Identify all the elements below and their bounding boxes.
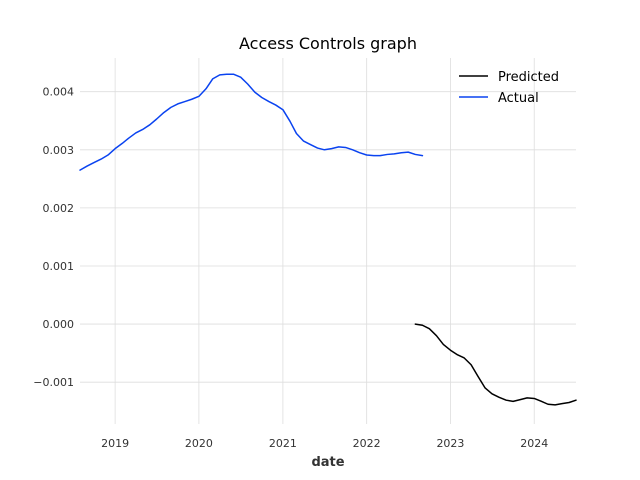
x-tick-label: 2022 xyxy=(353,437,381,450)
x-tick-label: 2021 xyxy=(269,437,297,450)
y-tick-label: −0.001 xyxy=(33,376,74,389)
legend-label-predicted: Predicted xyxy=(498,70,559,85)
y-tick-label: 0.002 xyxy=(43,202,75,215)
x-tick-label: 2019 xyxy=(101,437,129,450)
x-tick-label: 2024 xyxy=(520,437,548,450)
series-line-actual xyxy=(79,73,424,171)
legend-label-actual: Actual xyxy=(498,91,539,106)
y-tick-label: 0.003 xyxy=(43,144,75,157)
x-tick-label: 2023 xyxy=(436,437,464,450)
legend: Predicted Actual xyxy=(459,70,559,106)
series-lines xyxy=(79,73,577,406)
y-tick-label: 0.004 xyxy=(43,86,75,99)
x-axis-label: date xyxy=(311,455,344,470)
x-tick-label: 2020 xyxy=(185,437,213,450)
chart-title: Access Controls graph xyxy=(239,34,417,53)
x-axis-ticks: 2019 2020 2021 2022 2023 2024 xyxy=(101,437,548,450)
series-line-predicted xyxy=(414,323,577,406)
grid xyxy=(80,58,576,424)
y-axis-ticks: 0.004 0.003 0.002 0.001 0.000 −0.001 xyxy=(33,86,74,389)
y-tick-label: 0.001 xyxy=(43,260,75,273)
y-tick-label: 0.000 xyxy=(43,318,75,331)
